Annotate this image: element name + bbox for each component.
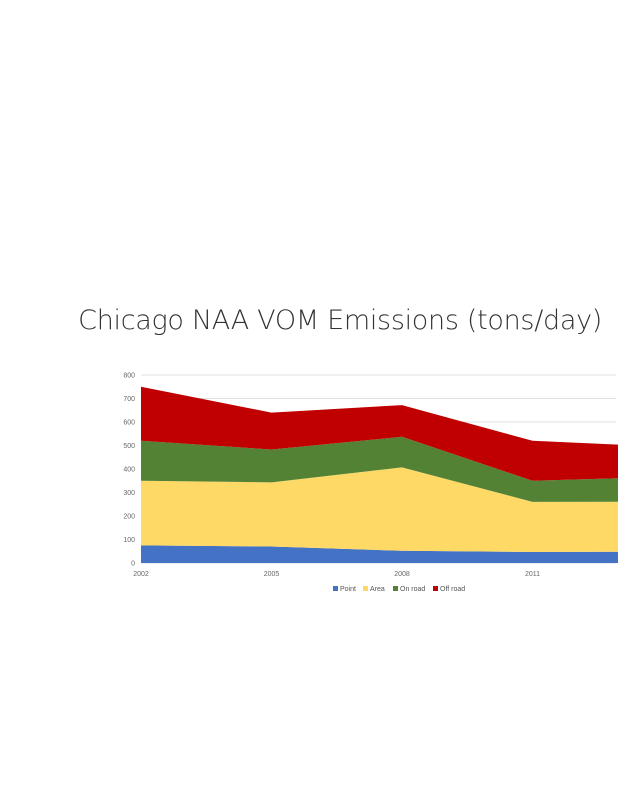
- y-tick-label: 600: [123, 420, 135, 427]
- legend-swatch-on-road: [393, 586, 398, 591]
- y-tick-label: 100: [123, 537, 135, 544]
- legend-swatch-off-road: [433, 586, 438, 591]
- y-tick-label: 200: [123, 514, 135, 521]
- chart-title: Chicago NAA VOM Emissions (tons/day): [78, 305, 602, 336]
- y-tick-label: 0: [131, 561, 135, 568]
- legend-label-off-road: Off road: [440, 586, 465, 593]
- area-area: [141, 467, 618, 552]
- y-tick-label: 300: [123, 490, 135, 497]
- area-off-road: [141, 386, 618, 481]
- x-tick-label: 2002: [133, 571, 149, 578]
- y-tick-label: 700: [123, 396, 135, 403]
- x-axis-ticks: 2002 2005 2008 2011: [133, 571, 540, 578]
- y-tick-label: 500: [123, 443, 135, 450]
- y-tick-label: 400: [123, 467, 135, 474]
- area-point: [141, 545, 618, 563]
- x-tick-label: 2008: [394, 571, 410, 578]
- x-tick-label: 2005: [264, 571, 280, 578]
- x-tick-label: 2011: [525, 571, 540, 578]
- y-axis-ticks: 0 100 200 300 400 500 600 700 800: [123, 373, 135, 568]
- area-series: [141, 386, 618, 563]
- legend-swatch-area: [363, 586, 368, 591]
- legend: Point Area On road Off road: [333, 586, 465, 593]
- legend-swatch-point: [333, 586, 338, 591]
- legend-label-on-road: On road: [400, 586, 425, 593]
- legend-label-area: Area: [370, 586, 385, 593]
- y-tick-label: 800: [123, 373, 135, 380]
- legend-label-point: Point: [340, 586, 356, 593]
- area-on-road: [141, 436, 618, 502]
